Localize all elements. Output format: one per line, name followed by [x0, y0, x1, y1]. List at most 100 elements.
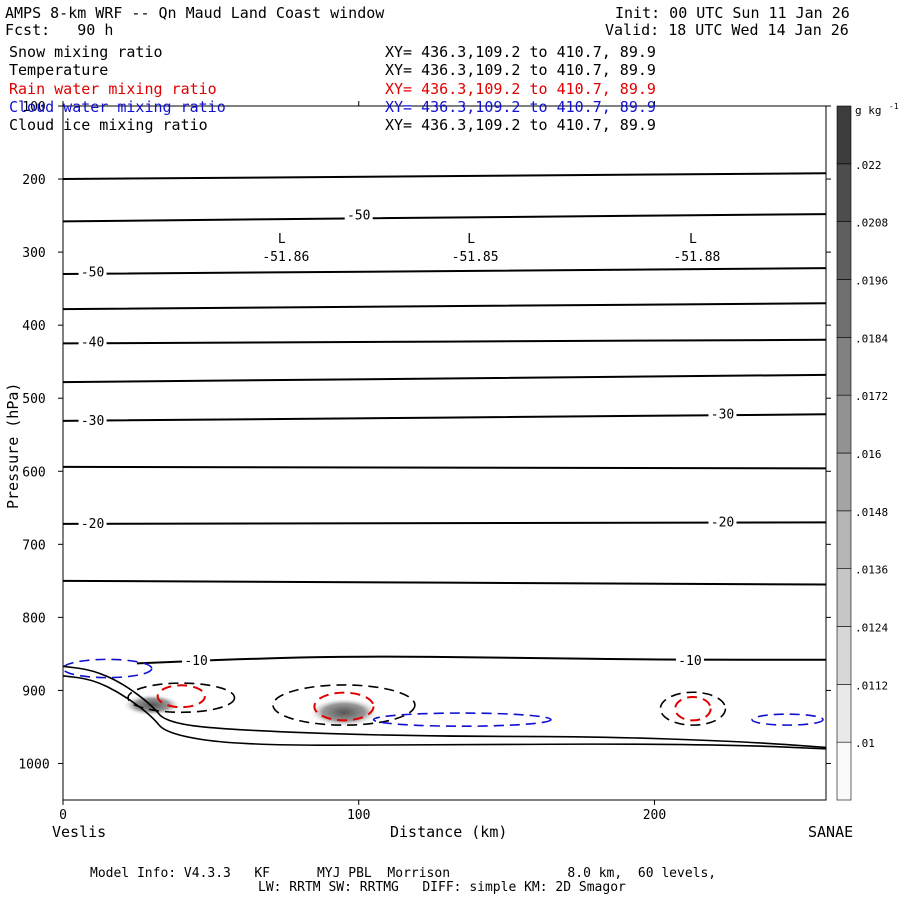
low-value-0: -51.86 [262, 250, 309, 265]
colorbar-tick-3: .0136 [855, 564, 888, 577]
isotherm-line-4 [62, 338, 827, 345]
y-tick-label-7: 800 [22, 611, 45, 626]
legend-name-cloud-water: Cloud water mixing ratio [9, 98, 226, 116]
low-marker-1: L [467, 232, 475, 247]
colorbar-tick-7: .0184 [855, 332, 888, 345]
isotherm-label2-6: -30 [711, 407, 734, 422]
colorbar-unit-exponent: -1 [889, 102, 899, 111]
isotherm-label2-bg-10 [675, 654, 704, 668]
cloud-water-contour-2 [751, 713, 824, 726]
isotherm-label-bg-1 [344, 208, 373, 222]
y-axis-label: Pressure (hPa) [4, 382, 22, 509]
colorbar-bin-11 [836, 105, 852, 165]
legend-name-snow: Snow mixing ratio [9, 43, 163, 61]
colorbar-bin-8 [836, 279, 852, 338]
legend-xy-cloud-water: XY= 436.3,109.2 to 410.7, 89.9 [385, 98, 656, 116]
right-station-label: SANAE [808, 823, 854, 841]
plot-frame [62, 105, 827, 801]
isotherm-label-bg-6 [78, 413, 107, 427]
colorbar-tick-6: .0172 [855, 390, 888, 403]
chart-title: AMPS 8-km WRF -- Qn Maud Land Coast wind… [5, 4, 385, 22]
low-marker-2: L [689, 232, 697, 247]
y-tick-label-0: 100 [22, 100, 45, 115]
y-tick-label-6: 700 [22, 538, 45, 553]
rain-contour-2 [156, 684, 206, 709]
y-tick-label-2: 300 [22, 246, 45, 261]
colorbar-tick-8: .0196 [855, 275, 888, 288]
x-tick-label-2: 200 [643, 808, 666, 823]
isotherm-label-10: -10 [184, 654, 207, 669]
isotherm-line-8 [62, 521, 827, 525]
isotherm-line-7 [62, 465, 827, 470]
colorbar-bin-9 [836, 221, 852, 280]
legend-name-rain: Rain water mixing ratio [9, 80, 217, 98]
x-axis-label: Distance (km) [390, 823, 508, 841]
legend-name-cloud-ice: Cloud ice mixing ratio [9, 116, 208, 134]
isotherm-line-9 [62, 579, 827, 586]
rain-contour-0 [313, 691, 375, 722]
isotherm-label-6: -30 [81, 414, 104, 429]
forecast-hour: Fcst: 90 h [5, 21, 114, 39]
y-tick-label-9: 1000 [18, 757, 49, 772]
legend-xy-snow: XY= 436.3,109.2 to 410.7, 89.9 [385, 43, 656, 61]
x-tick-label-0: 0 [59, 808, 67, 823]
colorbar-bin-1 [836, 684, 852, 743]
low-value-1: -51.85 [452, 250, 499, 265]
colorbar-bin-4 [836, 510, 852, 569]
terrain-lower-line [62, 675, 827, 750]
colorbar-bin-2 [836, 626, 852, 685]
y-tick-label-1: 200 [22, 173, 45, 188]
isotherm-label2-10: -10 [678, 654, 701, 669]
isotherm-label-8: -20 [81, 517, 104, 532]
colorbar-tick-4: .0148 [855, 506, 888, 519]
colorbar-tick-5: .016 [855, 448, 882, 461]
terrain-upper-line [62, 665, 827, 749]
y-tick-label-3: 400 [22, 319, 45, 334]
isotherm-label-bg-10 [182, 654, 211, 668]
isotherm-line-6 [62, 413, 827, 422]
legend-xy-temperature: XY= 436.3,109.2 to 410.7, 89.9 [385, 61, 656, 79]
colorbar-bin-5 [836, 452, 852, 512]
colorbar-tick-1: .0112 [855, 679, 888, 692]
snow-shade-0 [308, 697, 380, 727]
cloud-water-contour-0 [372, 712, 552, 728]
legend-xy-rain: XY= 436.3,109.2 to 410.7, 89.9 [385, 80, 656, 98]
colorbar-tick-0: .01 [855, 737, 875, 750]
cloud-ice-contour-0 [272, 684, 416, 726]
x-tick-label-1: 100 [347, 808, 370, 823]
isotherm-label2-bg-6 [708, 407, 737, 421]
cloud-ice-contour-1 [659, 691, 727, 726]
isotherm-label-1: -50 [347, 209, 370, 224]
colorbar-bin-7 [836, 337, 852, 396]
isotherm-line-2 [62, 267, 827, 276]
cloud-ice-contour-2 [127, 682, 236, 714]
y-tick-label-4: 500 [22, 392, 45, 407]
colorbar-tick-2: .0124 [855, 622, 888, 635]
cloud-water-contour-1 [62, 658, 153, 679]
model-info-line2: LW: RRTM SW: RRTMG DIFF: simple KM: 2D S… [258, 880, 626, 895]
y-tick-label-8: 900 [22, 684, 45, 699]
isotherm-label-bg-4 [78, 335, 107, 349]
low-value-2: -51.88 [673, 250, 720, 265]
colorbar-unit: g kg [855, 104, 882, 117]
legend-name-temperature: Temperature [9, 61, 109, 79]
colorbar-bin-3 [836, 568, 852, 627]
low-marker-0: L [278, 232, 286, 247]
isotherm-line-5 [62, 373, 827, 384]
isotherm-label-bg-2 [78, 265, 107, 279]
isotherm-label2-bg-8 [708, 515, 737, 529]
isotherm-line-0 [62, 172, 827, 181]
isotherm-line-10 [136, 655, 826, 665]
isotherm-label-bg-8 [78, 516, 107, 530]
colorbar-bin-0 [836, 741, 852, 801]
left-station-label: Veslis [52, 823, 107, 841]
isotherm-line-1 [62, 213, 827, 223]
model-info-line1: Model Info: V4.3.3 KF MYJ PBL Morrison 8… [90, 866, 717, 881]
legend-xy-cloud-ice: XY= 436.3,109.2 to 410.7, 89.9 [385, 116, 656, 134]
isotherm-label-2: -50 [81, 266, 104, 281]
snow-shade-1 [122, 694, 182, 716]
colorbar-tick-10: .022 [855, 159, 882, 172]
colorbar-bin-6 [836, 394, 852, 454]
init-time: Init: 00 UTC Sun 11 Jan 26 [615, 4, 850, 22]
